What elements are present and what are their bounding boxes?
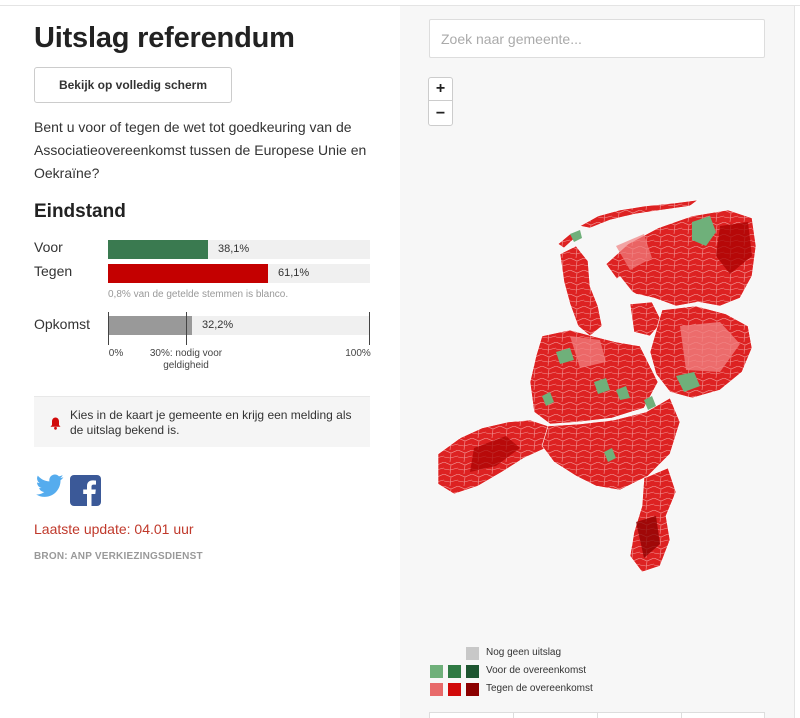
voor-value: 38,1%: [218, 243, 250, 255]
municipality-search-input[interactable]: [429, 19, 765, 58]
zoom-control: + −: [428, 77, 453, 126]
legend-label-no-result: Nog geen uitslag: [486, 647, 562, 658]
results-heading: Eindstand: [34, 201, 126, 222]
map-region-voor-eindhoven[interactable]: [604, 448, 616, 462]
legend-swatch-voor-dark: [466, 665, 479, 678]
tegen-bar-fill: [108, 264, 268, 283]
bottom-tab-1[interactable]: [430, 713, 514, 718]
last-update: Laatste update: 04.01 uur: [34, 521, 194, 537]
notification-text: Kies in de kaart je gemeente en krijg ee…: [70, 408, 352, 437]
legend-swatch-voor-light: [430, 665, 443, 678]
bottom-tab-3[interactable]: [598, 713, 682, 718]
page-title: Uitslag referendum: [34, 22, 295, 54]
map-region-voor-leiden[interactable]: [542, 392, 554, 406]
legend-swatch-tegen-medium: [448, 683, 461, 696]
map-region-tegen-light-midden[interactable]: [570, 336, 606, 368]
map-region-voor-arnhem[interactable]: [644, 396, 656, 410]
bottom-tab-2[interactable]: [514, 713, 598, 718]
fullscreen-button[interactable]: Bekijk op volledig scherm: [34, 67, 232, 103]
axis-label-min: 0%: [108, 348, 124, 359]
legend-swatch-no-result: [466, 647, 479, 660]
referendum-question: Bent u voor of tegen de wet tot goedkeur…: [34, 119, 367, 181]
legend-swatch-tegen-dark: [466, 683, 479, 696]
turnout-bar-fill: [108, 316, 192, 335]
tegen-label: Tegen: [34, 263, 73, 279]
map-panel: + −: [400, 6, 794, 718]
voor-label: Voor: [34, 239, 63, 255]
tegen-bar-track: 61,1%: [108, 264, 370, 283]
map-region-tegen-light-friesland[interactable]: [616, 234, 652, 270]
axis-tick-max: [369, 312, 370, 345]
ijsselmeer-water: [602, 276, 636, 324]
legend-row-voor: Voor de overeenkomst: [430, 665, 670, 679]
legend-label-tegen: Tegen de overeenkomst: [486, 683, 593, 694]
legend-row-no-result: Nog geen uitslag: [430, 647, 670, 661]
map-region-voor-island[interactable]: [570, 230, 582, 242]
zoom-in-button[interactable]: +: [429, 78, 452, 101]
tegen-value: 61,1%: [278, 267, 310, 279]
legend-swatch-tegen-light: [430, 683, 443, 696]
map-region-voor-amsterdam[interactable]: [556, 348, 574, 364]
turnout-label: Opkomst: [34, 316, 91, 332]
twitter-icon[interactable]: [36, 474, 64, 500]
map-region-tegen-light-oost[interactable]: [680, 322, 740, 372]
map-region-tegen-strong-zeeland[interactable]: [470, 436, 520, 472]
axis-tick-min: [108, 312, 109, 345]
results-panel: Uitslag referendum Bekijk op volledig sc…: [0, 6, 400, 718]
bottom-tab-bar: [429, 712, 765, 718]
voor-bar-fill: [108, 240, 208, 259]
bell-icon: [50, 417, 61, 430]
netherlands-municipality-map[interactable]: [430, 186, 760, 586]
map-region-wadden[interactable]: [579, 199, 700, 229]
map-region-voor-groningen[interactable]: [692, 216, 716, 246]
notification-box: Kies in de kaart je gemeente en krijg ee…: [34, 396, 370, 447]
turnout-bar-track: 32,2%: [108, 316, 370, 335]
turnout-value: 32,2%: [202, 319, 234, 331]
axis-label-max: 100%: [345, 348, 371, 359]
legend-swatch-voor-medium: [448, 665, 461, 678]
right-border: [794, 6, 800, 718]
legend-row-tegen: Tegen de overeenkomst: [430, 683, 670, 697]
legend-label-voor: Voor de overeenkomst: [486, 665, 587, 676]
map-region-brabant[interactable]: [541, 397, 681, 491]
map-region-voor-utrecht[interactable]: [594, 378, 610, 394]
map-region-noord-holland[interactable]: [559, 245, 603, 337]
zoom-out-button[interactable]: −: [435, 104, 446, 122]
map-region-flevoland[interactable]: [629, 301, 663, 337]
top-border: [0, 0, 800, 6]
voor-bar-track: 38,1%: [108, 240, 370, 259]
map-region-voor-nijmegen[interactable]: [676, 372, 700, 392]
facebook-icon[interactable]: [70, 475, 101, 506]
blank-votes-note: 0,8% van de getelde stemmen is blanco.: [108, 289, 289, 300]
axis-tick-threshold: [186, 312, 187, 345]
map-region-noord[interactable]: [605, 209, 757, 307]
map-region-tegen-strong[interactable]: [716, 222, 752, 274]
map-region-tegen-strong-limburg[interactable]: [636, 516, 660, 558]
map-region-voor-wageningen[interactable]: [616, 386, 630, 400]
axis-label-threshold: 30%: nodig voor geldigheid: [149, 348, 223, 371]
source-credit: BRON: ANP VERKIEZINGSDIENST: [34, 551, 203, 562]
